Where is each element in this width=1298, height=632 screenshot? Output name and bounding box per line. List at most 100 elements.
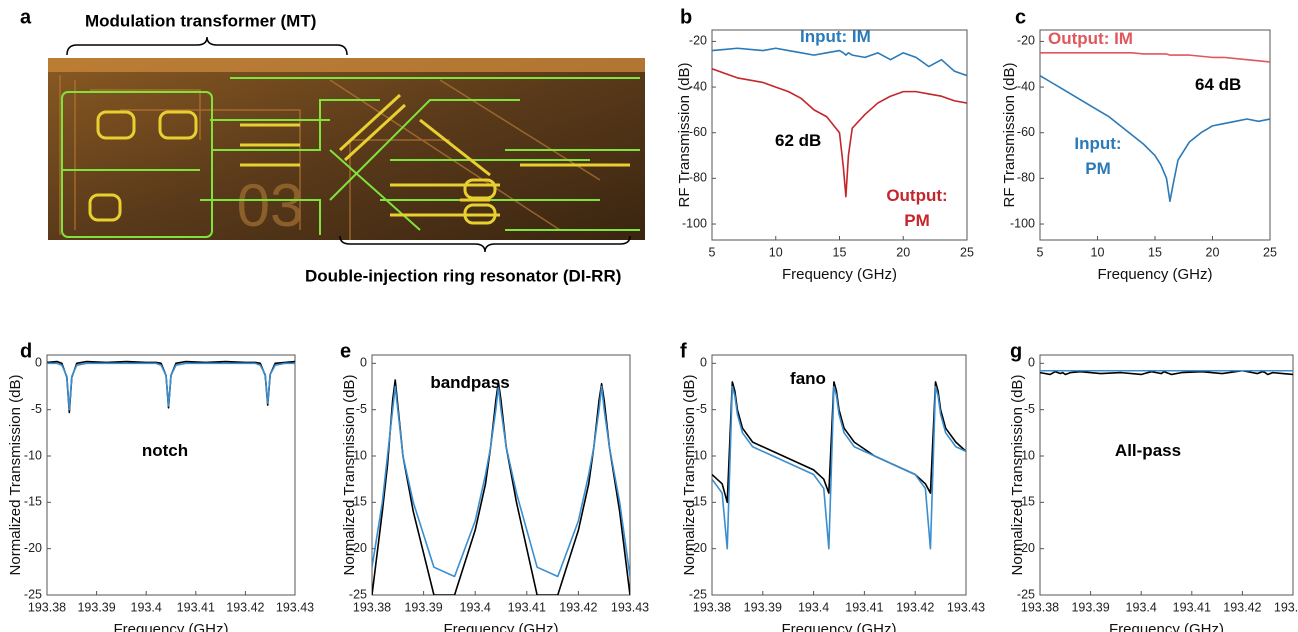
x-tick-label: 15	[1148, 245, 1162, 259]
plot-area	[711, 354, 967, 596]
x-tick-label: 193.4	[798, 600, 829, 614]
brace	[339, 235, 631, 253]
series-group	[47, 360, 295, 414]
annotation: bandpass	[430, 373, 509, 392]
y-tick-label: -10	[349, 448, 367, 462]
annotation-line: PM	[904, 211, 930, 230]
x-tick-label: 193.4	[131, 600, 162, 614]
annotation: Output: IM	[1048, 29, 1133, 48]
photo-caption: Double-injection ring resonator (DI-RR)	[305, 266, 621, 285]
x-tick-label: 193.38	[693, 600, 731, 614]
y-tick-label: -25	[689, 587, 707, 601]
x-tick-label: 193.41	[177, 600, 215, 614]
series-line	[712, 385, 966, 550]
chart: c -100 -80 -60 -40 -20 5 10 15 20 25 Frequency (GHz…	[1001, 6, 1277, 283]
x-tick-label: 193.39	[1071, 600, 1109, 614]
y-tick-label: -10	[1017, 448, 1035, 462]
x-tick-label: 193.4	[460, 600, 491, 614]
x-tick-label: 10	[769, 245, 783, 259]
chart: d -25 -20 -15 -10 -5 0 193.38 193.39 193.4 193.41 1…	[7, 340, 314, 632]
annotation: 62 dB	[775, 131, 821, 150]
chart: e -25 -20 -15 -10 -5 0 193.38 193.39 193.4 193.41 1…	[340, 340, 649, 632]
y-tick-label: -20	[24, 541, 42, 555]
x-tick-label: 193.41	[1173, 600, 1211, 614]
panel-label: b	[680, 6, 692, 28]
annotation-line: Output: IM	[1048, 29, 1133, 48]
plot-area	[46, 354, 296, 596]
y-tick-label: -80	[689, 171, 707, 185]
chip-photo: 03	[48, 58, 645, 240]
series-group	[1040, 52, 1270, 202]
series-line	[1040, 74, 1270, 202]
x-tick-label: 193.41	[508, 600, 546, 614]
plot-area	[1039, 354, 1294, 596]
y-tick-label: -15	[349, 495, 367, 509]
chip-label: 03	[237, 172, 304, 239]
x-axis-title: Frequency (GHz)	[781, 621, 896, 632]
x-tick-label: 5	[1037, 245, 1044, 259]
annotation-line: notch	[142, 441, 188, 460]
series-group	[712, 47, 967, 198]
y-tick-label: -15	[1017, 495, 1035, 509]
x-tick-label: 193.42	[1223, 600, 1261, 614]
annotation-line: 62 dB	[775, 131, 821, 150]
x-tick-label: 193.43	[947, 600, 985, 614]
x-tick-label: 193.39	[77, 600, 115, 614]
y-tick-label: -10	[24, 448, 42, 462]
brace	[66, 36, 348, 56]
y-tick-label: -20	[689, 34, 707, 48]
annotation: Output: PM	[886, 186, 947, 230]
series-line	[1040, 369, 1293, 376]
panel-label: f	[680, 340, 687, 362]
y-tick-label: 0	[35, 356, 42, 370]
series-line	[712, 47, 967, 77]
annotation: Input: PM	[1074, 134, 1121, 178]
annotation-line: 64 dB	[1195, 75, 1241, 94]
y-tick-label: -15	[24, 495, 42, 509]
x-axis-title: Frequency (GHz)	[443, 621, 558, 632]
x-tick-label: 25	[960, 245, 974, 259]
annotation-line: bandpass	[430, 373, 509, 392]
y-tick-label: -100	[682, 216, 707, 230]
annotation: All-pass	[1115, 441, 1181, 460]
x-tick-label: 193.4	[1126, 600, 1157, 614]
annotation: fano	[790, 369, 826, 388]
x-tick-label: 193.42	[559, 600, 597, 614]
x-tick-label: 20	[1206, 245, 1220, 259]
plot-area	[1039, 29, 1271, 241]
y-tick-label: 0	[700, 356, 707, 370]
y-tick-label: -5	[696, 402, 707, 416]
y-tick-label: -60	[1017, 125, 1035, 139]
y-tick-label: -20	[349, 541, 367, 555]
x-tick-label: 193.38	[28, 600, 66, 614]
photo-title: Modulation transformer (MT)	[85, 11, 316, 30]
y-axis-title: Normalized Transmission (dB)	[7, 375, 24, 576]
series-line	[47, 362, 295, 411]
annotation: notch	[142, 441, 188, 460]
series-line	[712, 68, 967, 198]
annotation-line: All-pass	[1115, 441, 1181, 460]
y-tick-label: -40	[689, 79, 707, 93]
x-tick-label: 193.38	[353, 600, 391, 614]
x-tick-label: 193.43	[1274, 600, 1298, 614]
y-tick-label: -25	[24, 587, 42, 601]
y-tick-label: -15	[689, 495, 707, 509]
annotation-line: PM	[1085, 159, 1111, 178]
x-axis-title: Frequency (GHz)	[1097, 266, 1212, 283]
y-axis-title: RF Transmission (dB)	[1001, 62, 1018, 207]
y-tick-label: -5	[31, 402, 42, 416]
x-tick-label: 193.43	[611, 600, 649, 614]
series-group	[712, 381, 966, 550]
y-axis-title: Normalized Transmission (dB)	[681, 375, 698, 576]
y-tick-label: -20	[1017, 541, 1035, 555]
annotation: 64 dB	[1195, 75, 1241, 94]
y-axis-title: Normalized Transmission (dB)	[1009, 375, 1026, 576]
x-axis-title: Frequency (GHz)	[782, 266, 897, 283]
annotation-line: Input: IM	[800, 27, 871, 46]
y-tick-label: -80	[1017, 171, 1035, 185]
x-tick-label: 10	[1091, 245, 1105, 259]
x-tick-label: 193.42	[226, 600, 264, 614]
y-tick-label: -40	[1017, 79, 1035, 93]
